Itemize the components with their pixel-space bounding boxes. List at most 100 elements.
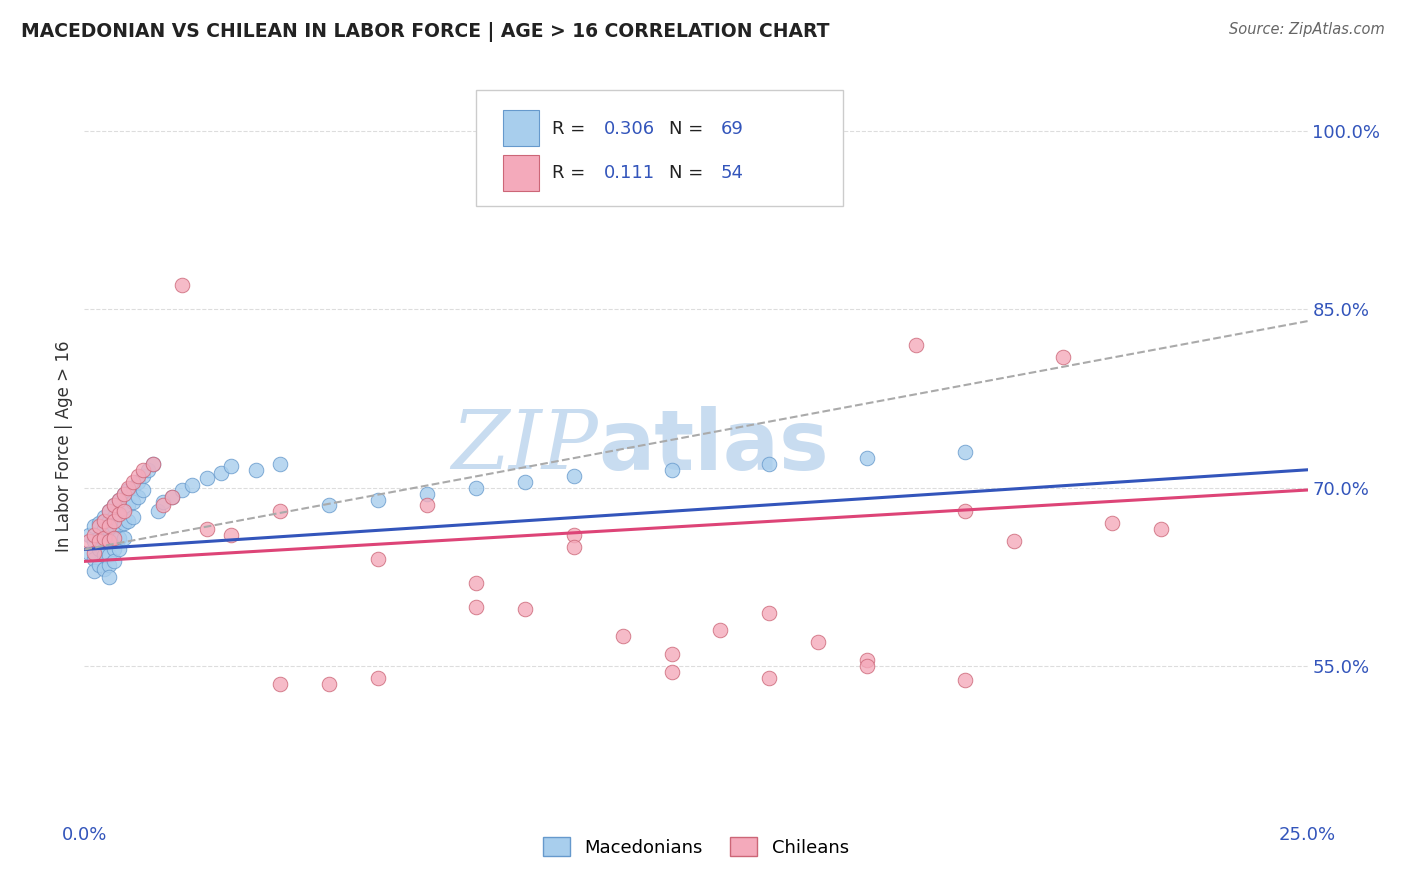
Point	[367, 492, 389, 507]
Point	[93, 514, 115, 528]
Point	[1150, 522, 1173, 536]
FancyBboxPatch shape	[475, 90, 842, 206]
Text: ZIP: ZIP	[451, 406, 598, 486]
Point	[112, 486, 135, 500]
Point	[172, 278, 194, 293]
Point	[416, 486, 439, 500]
Point	[181, 478, 204, 492]
Point	[103, 531, 125, 545]
Point	[117, 499, 139, 513]
Point	[103, 531, 125, 545]
Point	[856, 653, 879, 667]
Point	[97, 518, 120, 533]
Point	[107, 492, 129, 507]
Point	[87, 531, 110, 545]
Point	[513, 475, 536, 489]
Point	[117, 483, 139, 497]
Point	[758, 671, 780, 685]
Point	[112, 504, 135, 518]
Text: R =: R =	[551, 164, 596, 182]
Point	[269, 457, 291, 471]
Point	[107, 507, 129, 521]
Point	[367, 671, 389, 685]
Point	[152, 495, 174, 509]
Point	[77, 534, 100, 549]
Point	[758, 457, 780, 471]
Point	[107, 492, 129, 507]
Point	[117, 514, 139, 528]
Point	[661, 647, 683, 661]
Point	[856, 659, 879, 673]
Point	[112, 502, 135, 516]
Point	[107, 542, 129, 557]
Point	[87, 558, 110, 572]
Point	[83, 564, 105, 578]
Point	[87, 542, 110, 557]
Point	[758, 606, 780, 620]
Point	[97, 534, 120, 549]
Point	[219, 528, 242, 542]
Point	[807, 635, 830, 649]
Point	[709, 624, 731, 638]
Point	[562, 540, 585, 554]
Point	[142, 457, 165, 471]
Point	[661, 463, 683, 477]
Text: 69: 69	[720, 120, 744, 138]
Point	[83, 546, 105, 560]
Point	[416, 499, 439, 513]
Text: 0.306: 0.306	[605, 120, 655, 138]
Point	[97, 570, 120, 584]
Point	[172, 483, 194, 497]
Point	[269, 677, 291, 691]
Point	[112, 486, 135, 500]
Text: Source: ZipAtlas.com: Source: ZipAtlas.com	[1229, 22, 1385, 37]
Point	[93, 531, 115, 545]
Point	[103, 554, 125, 568]
Text: MACEDONIAN VS CHILEAN IN LABOR FORCE | AGE > 16 CORRELATION CHART: MACEDONIAN VS CHILEAN IN LABOR FORCE | A…	[21, 22, 830, 42]
Point	[103, 542, 125, 557]
Point	[103, 499, 125, 513]
Point	[122, 510, 145, 524]
Text: atlas: atlas	[598, 406, 830, 486]
Text: 54: 54	[720, 164, 744, 182]
Point	[132, 483, 155, 497]
Point	[77, 528, 100, 542]
Point	[318, 499, 340, 513]
Point	[83, 534, 105, 549]
Point	[953, 673, 976, 688]
Point	[127, 475, 149, 489]
Point	[513, 602, 536, 616]
Point	[464, 599, 486, 614]
Legend: Macedonians, Chileans: Macedonians, Chileans	[536, 830, 856, 864]
Point	[103, 499, 125, 513]
Point	[318, 677, 340, 691]
Point	[107, 518, 129, 533]
Point	[367, 552, 389, 566]
Text: R =: R =	[551, 120, 591, 138]
Point	[93, 534, 115, 549]
Point	[953, 445, 976, 459]
Point	[107, 531, 129, 545]
Point	[93, 522, 115, 536]
Point	[209, 467, 232, 481]
Point	[245, 463, 267, 477]
Point	[87, 516, 110, 531]
Point	[195, 522, 218, 536]
Point	[127, 490, 149, 504]
Point	[83, 518, 105, 533]
Point	[162, 490, 184, 504]
Point	[1052, 350, 1074, 364]
Point	[97, 504, 120, 518]
Point	[856, 450, 879, 465]
Point	[269, 504, 291, 518]
Point	[464, 575, 486, 590]
Point	[93, 561, 115, 575]
Text: N =: N =	[669, 164, 709, 182]
Point	[162, 490, 184, 504]
Point	[112, 531, 135, 545]
Point	[117, 481, 139, 495]
Point	[97, 558, 120, 572]
Point	[1002, 534, 1025, 549]
Bar	[503, 111, 540, 146]
Y-axis label: In Labor Force | Age > 16: In Labor Force | Age > 16	[55, 340, 73, 552]
